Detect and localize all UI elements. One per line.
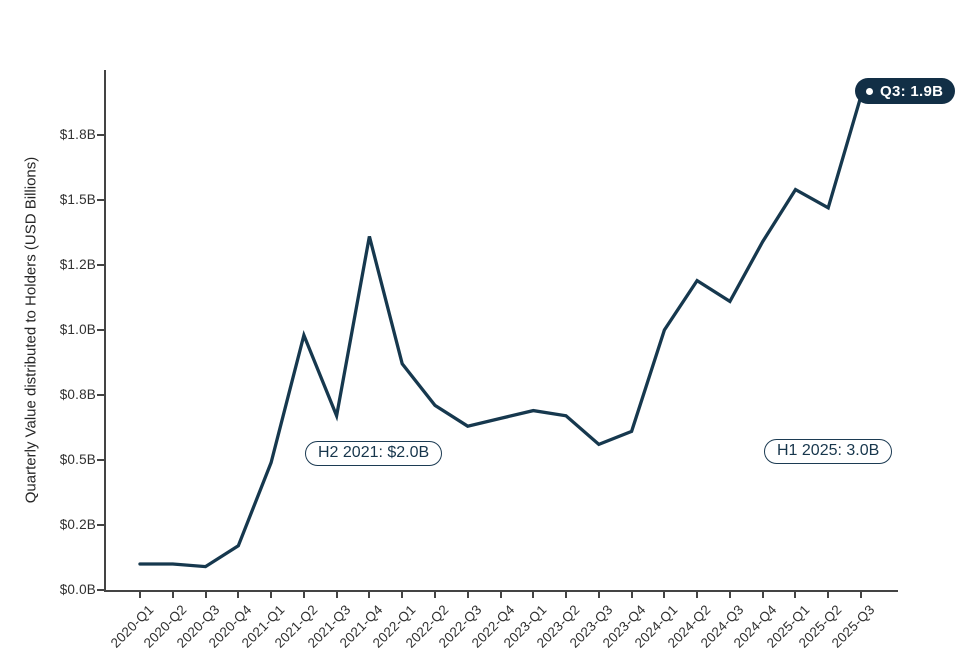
y-tick-mark [97, 329, 104, 331]
y-tick-label: $1.0B [59, 322, 96, 337]
badge-label: Q3: 1.9B [880, 82, 944, 100]
y-tick-label: $1.8B [59, 127, 96, 142]
x-tick-mark [270, 592, 273, 598]
x-tick-mark [794, 592, 797, 598]
x-tick-mark [401, 592, 404, 598]
y-tick-mark [97, 459, 104, 461]
x-tick-mark [466, 592, 469, 598]
x-tick-mark [630, 592, 633, 598]
y-tick-label: $0.8B [59, 387, 96, 402]
y-tick-mark [97, 394, 104, 396]
y-tick-label: $0.5B [59, 452, 96, 467]
x-tick-mark [827, 592, 830, 598]
y-tick-mark [97, 589, 104, 591]
x-tick-mark [302, 592, 305, 598]
x-tick-mark [565, 592, 568, 598]
x-tick-mark [433, 592, 436, 598]
y-tick-label: $1.2B [59, 257, 96, 272]
x-tick-mark [696, 592, 699, 598]
y-tick-label: $0.0B [59, 582, 96, 597]
x-tick-mark [663, 592, 666, 598]
annotation-h1-2025-label: H1 2025: 3.0B [777, 442, 880, 459]
x-tick-mark [499, 592, 502, 598]
y-tick-label: $1.5B [59, 192, 96, 207]
latest-point-badge: Q3: 1.9B [855, 78, 956, 104]
badge-dot-icon [866, 87, 873, 95]
x-tick-mark [532, 592, 535, 598]
x-tick-mark [597, 592, 600, 598]
y-tick-mark [97, 524, 104, 526]
y-tick-mark [97, 134, 104, 136]
x-axis-line [104, 590, 898, 592]
y-tick-mark [97, 264, 104, 266]
x-tick-mark [204, 592, 207, 598]
annotation-h1-2025: H1 2025: 3.0B [764, 439, 893, 464]
x-tick-mark [368, 592, 371, 598]
y-axis-line [104, 70, 106, 591]
y-tick-label: $0.2B [59, 517, 96, 532]
x-tick-mark [335, 592, 338, 598]
x-tick-mark [728, 592, 731, 598]
annotation-h2-2021-label: H2 2021: $2.0B [318, 444, 430, 461]
y-axis-title: Quarterly Value distributed to Holders (… [22, 156, 40, 504]
x-tick-mark [860, 592, 862, 598]
x-tick-mark [171, 592, 174, 598]
x-tick-mark [761, 592, 764, 598]
x-tick-mark [139, 592, 141, 598]
annotation-h2-2021: H2 2021: $2.0B [305, 441, 443, 466]
data-line [138, 94, 863, 569]
x-tick-mark [237, 592, 240, 598]
y-tick-mark [97, 199, 104, 201]
